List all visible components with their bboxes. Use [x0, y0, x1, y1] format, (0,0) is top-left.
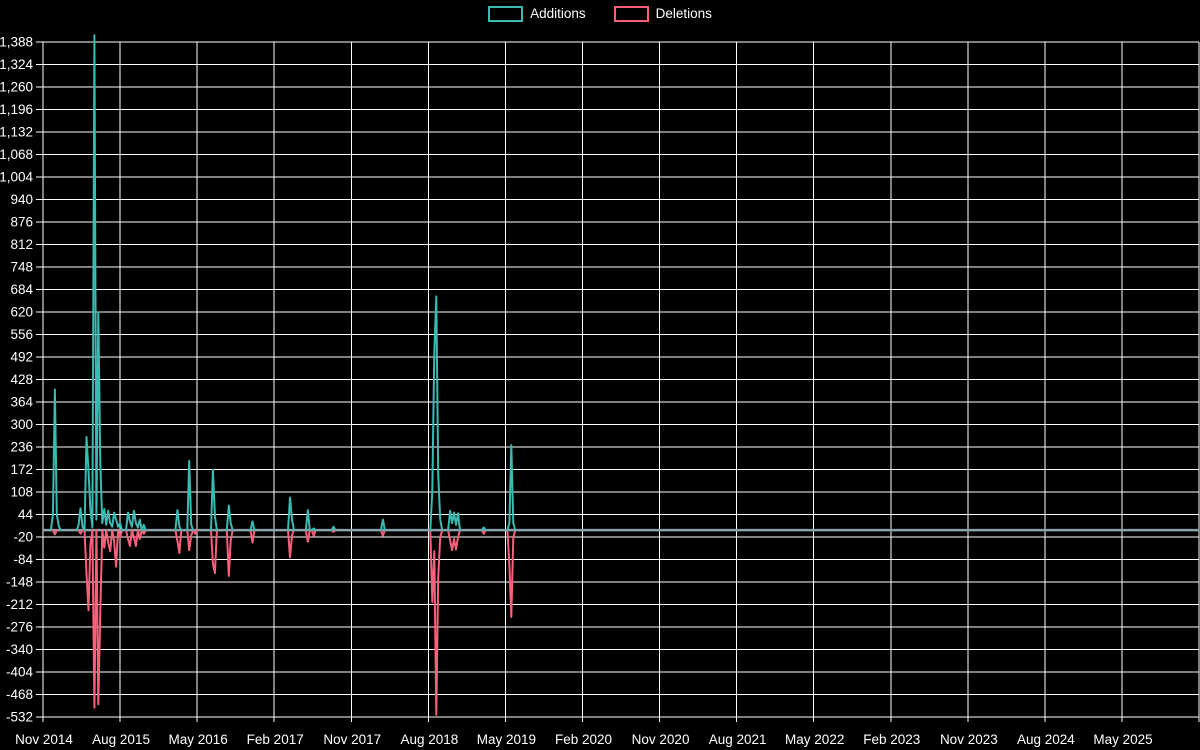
y-tick-label: 812 — [10, 237, 33, 252]
y-tick-label: 1,196 — [0, 102, 33, 117]
y-tick-label: 1,004 — [0, 170, 33, 185]
x-tick-label: Feb 2023 — [863, 732, 920, 747]
y-tick-label: -468 — [6, 687, 33, 702]
y-tick-label: -20 — [13, 530, 33, 545]
y-tick-label: -84 — [13, 552, 33, 567]
y-axis: 1,388 1,324 1,260 1,196 1,132 1,068 1,004 940 87… — [0, 35, 43, 725]
deletions-swatch-icon — [613, 6, 649, 22]
y-tick-label: -276 — [6, 620, 33, 635]
y-tick-label: -148 — [6, 575, 33, 590]
y-tick-label: 364 — [10, 395, 33, 410]
y-tick-label: 620 — [10, 305, 33, 320]
y-tick-label: 556 — [10, 327, 33, 342]
y-tick-label: 684 — [10, 282, 33, 297]
y-tick-label: 876 — [10, 215, 33, 230]
y-tick-label: -340 — [6, 642, 33, 657]
x-tick-label: Feb 2017 — [247, 732, 304, 747]
y-tick-label: 172 — [10, 462, 33, 477]
y-tick-label: -532 — [6, 710, 33, 725]
additions-series-line — [49, 34, 517, 532]
deletions-legend-label: Deletions — [655, 6, 712, 22]
x-tick-label: May 2022 — [785, 732, 844, 747]
y-tick-label: 428 — [10, 372, 33, 387]
y-tick-label: 108 — [10, 485, 33, 500]
x-tick-label: Nov 2017 — [323, 732, 381, 747]
y-tick-label: 492 — [10, 350, 33, 365]
additions-swatch-icon — [488, 6, 524, 22]
x-tick-label: Feb 2020 — [555, 732, 612, 747]
deletions-series-line — [51, 529, 517, 716]
y-tick-label: 1,324 — [0, 57, 33, 72]
additions-legend-label: Additions — [530, 6, 586, 22]
y-tick-label: 1,260 — [0, 80, 33, 95]
x-tick-label: Nov 2020 — [632, 732, 690, 747]
x-tick-label: Aug 2015 — [92, 732, 150, 747]
y-tick-label: 940 — [10, 192, 33, 207]
y-tick-label: 300 — [10, 417, 33, 432]
x-axis: Nov 2014 Aug 2015 May 2016 Feb 2017 Nov 2017… — [15, 732, 1153, 747]
legend-item-deletions[interactable]: Deletions — [613, 6, 712, 22]
y-tick-label: -212 — [6, 597, 33, 612]
y-tick-label: 1,068 — [0, 147, 33, 162]
gridlines — [42, 41, 1200, 723]
legend-item-additions[interactable]: Additions — [488, 6, 586, 22]
chart-legend: Additions Deletions — [0, 6, 1200, 22]
x-tick-label: Aug 2021 — [709, 732, 767, 747]
y-tick-label: -404 — [6, 665, 34, 680]
x-tick-label: Nov 2023 — [940, 732, 998, 747]
x-tick-label: Aug 2018 — [400, 732, 458, 747]
x-tick-label: May 2025 — [1093, 732, 1152, 747]
y-tick-label: 1,388 — [0, 35, 33, 50]
y-tick-label: 748 — [10, 260, 33, 275]
x-tick-label: May 2019 — [477, 732, 536, 747]
y-tick-label: 44 — [18, 507, 34, 522]
y-tick-label: 236 — [10, 440, 33, 455]
x-tick-label: Nov 2014 — [15, 732, 73, 747]
x-tick-label: Aug 2024 — [1017, 732, 1075, 747]
y-tick-label: 1,132 — [0, 125, 33, 140]
x-tick-label: May 2016 — [168, 732, 227, 747]
